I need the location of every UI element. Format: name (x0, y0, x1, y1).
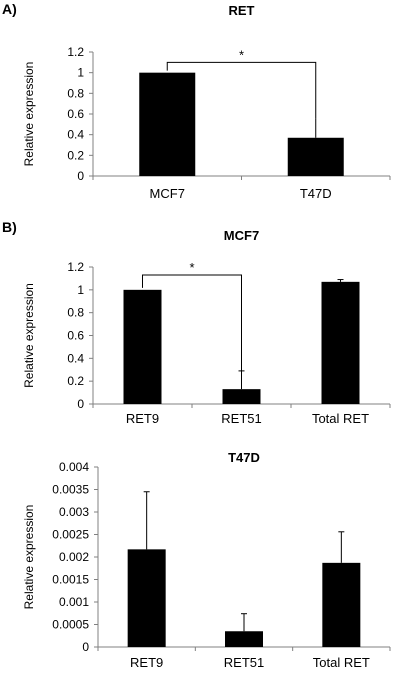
y-tick-label: 0.2 (67, 374, 84, 388)
bar-t47d (287, 137, 344, 176)
y-axis-label: Relative expression (22, 62, 36, 167)
x-category-label: MCF7 (150, 186, 185, 201)
y-tick-label: 0 (77, 169, 84, 183)
bar-ret9 (123, 289, 162, 404)
chart-title: MCF7 (224, 228, 259, 243)
y-tick-label: 0.001 (59, 595, 89, 609)
x-category-label: RET51 (221, 411, 261, 426)
x-category-label: RET9 (130, 655, 163, 670)
chart-ret: RET Relative expression 0 0.2 0.4 0.6 0.8 1 1.2 M… (22, 3, 391, 201)
bar-total-ret (321, 281, 360, 404)
y-tick-label: 0.0015 (52, 573, 89, 587)
x-category-label: Total RET (313, 655, 370, 670)
significance-bracket (166, 61, 317, 119)
y-tick-label: 0.003 (59, 505, 89, 519)
bar-total-ret (322, 562, 361, 647)
panel-label-b: B) (2, 219, 17, 235)
y-tick-label: 0.2 (67, 148, 84, 162)
y-tick-label: 0.002 (59, 550, 89, 564)
y-tick-label: 1.2 (67, 45, 84, 59)
x-category-label: T47D (300, 186, 332, 201)
panel-label-a: A) (2, 1, 17, 17)
significance-marker: * (189, 260, 194, 275)
y-axis-label: Relative expression (22, 283, 36, 388)
y-tick-label: 0.8 (67, 306, 84, 320)
x-category-label: RET51 (224, 655, 264, 670)
bar-ret51 (225, 631, 263, 647)
y-tick-label: 1 (77, 66, 84, 80)
y-tick-label: 0.0025 (52, 528, 89, 542)
chart-t47d: T47D Relative expression 0 0.0005 0.001 0.001… (22, 450, 391, 670)
significance-bracket (142, 274, 242, 371)
chart-title: T47D (228, 450, 260, 465)
bar-ret9 (127, 549, 166, 647)
bar-ret51 (222, 389, 261, 404)
y-axis-label: Relative expression (22, 505, 36, 610)
y-tick-label: 0.6 (67, 107, 84, 121)
chart-mcf7: MCF7 Relative expression 0 0.2 0.4 0.6 0.8 1 1.2… (22, 228, 391, 426)
y-tick-label: 0 (77, 397, 84, 411)
y-tick-label: 0 (82, 640, 89, 654)
x-category-label: RET9 (126, 411, 159, 426)
bar-mcf7 (139, 72, 196, 176)
y-tick-label: 0.004 (59, 460, 89, 474)
x-category-label: Total RET (312, 411, 369, 426)
chart-title: RET (229, 3, 255, 18)
y-tick-label: 0.8 (67, 86, 84, 100)
y-tick-label: 0.4 (67, 128, 84, 142)
y-tick-label: 0.0035 (52, 483, 89, 497)
y-tick-label: 0.6 (67, 329, 84, 343)
y-tick-label: 0.0005 (52, 618, 89, 632)
significance-marker: * (239, 47, 244, 62)
y-tick-label: 1.2 (67, 260, 84, 274)
y-tick-label: 1 (77, 283, 84, 297)
y-tick-label: 0.4 (67, 351, 84, 365)
